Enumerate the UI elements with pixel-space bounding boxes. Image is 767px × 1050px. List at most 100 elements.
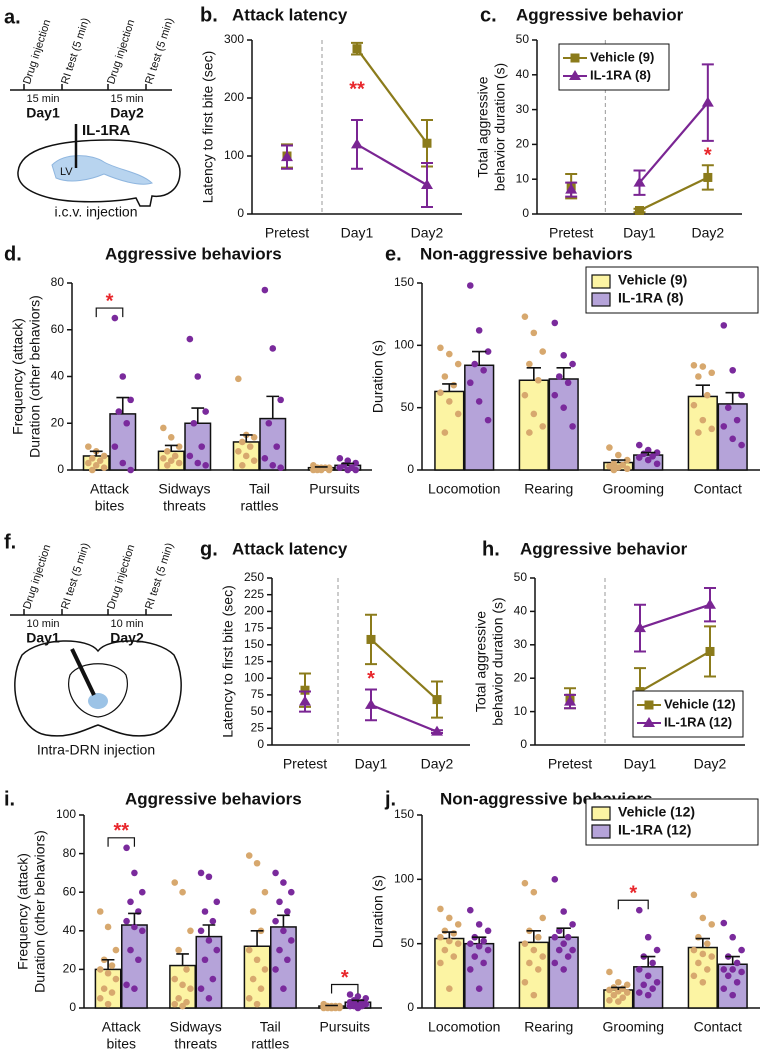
legend-label: IL-1RA (8): [618, 290, 684, 306]
data-point: [261, 888, 269, 896]
data-point: [475, 398, 483, 405]
x-tick-label: Pretest: [548, 756, 592, 772]
marker: [365, 698, 377, 709]
legend-label: IL-1RA (12): [664, 714, 732, 729]
data-point: [534, 933, 542, 941]
y-axis-label: Frequency (attack): [10, 318, 26, 435]
data-point: [269, 462, 277, 469]
data-point: [539, 348, 547, 355]
data-point: [171, 452, 179, 460]
data-point: [484, 927, 492, 935]
data-point: [530, 329, 538, 337]
data-point: [100, 464, 108, 471]
y-tick-label: 80: [51, 275, 65, 289]
y-tick-label: 40: [51, 369, 65, 383]
data-point: [96, 457, 104, 464]
diagram-f: f.Drug injection RI test (5 min) Drug inje…: [4, 531, 182, 758]
data-point: [475, 327, 483, 334]
data-point: [346, 1002, 354, 1010]
data-point: [276, 946, 283, 954]
data-point: [131, 923, 138, 931]
data-point: [729, 933, 736, 941]
data-point: [186, 452, 194, 460]
data-point: [733, 959, 741, 967]
data-point: [245, 946, 253, 954]
data-point: [131, 869, 138, 877]
significance-bracket: [95, 307, 124, 318]
data-point: [235, 375, 242, 383]
data-point: [280, 985, 287, 992]
marker: [705, 646, 715, 656]
data-point: [708, 369, 716, 377]
x-tick-label: Day2: [691, 225, 724, 241]
x-tick-label: Day1: [355, 756, 388, 772]
data-point: [272, 869, 279, 877]
data-point: [272, 917, 279, 925]
data-point: [471, 360, 479, 368]
y-tick-label: 40: [516, 67, 530, 81]
timeline-label: RI test (5 min): [143, 16, 176, 85]
data-point: [690, 401, 698, 409]
data-point: [197, 927, 205, 935]
data-point: [644, 446, 652, 454]
data-point: [354, 1004, 362, 1012]
data-point: [484, 416, 492, 424]
data-point: [213, 898, 221, 906]
data-point: [446, 914, 453, 922]
data-point: [183, 966, 190, 973]
data-point: [644, 456, 652, 464]
data-point: [160, 455, 167, 462]
error-bar: [101, 958, 115, 970]
legend-label: IL-1RA (12): [618, 822, 691, 838]
data-point: [287, 888, 295, 896]
interval-label: 10 min: [26, 618, 59, 630]
chart-title: Aggressive behaviors: [125, 789, 302, 808]
day-label: Day1: [26, 105, 60, 121]
data-point: [202, 408, 209, 415]
y-tick-label: 225: [244, 587, 264, 601]
x-tick-label: Day1: [341, 225, 374, 241]
x-tick-label: Tail: [260, 1019, 281, 1035]
y-tick-label: 10: [514, 704, 528, 718]
y-tick-label: 10: [516, 171, 530, 185]
data-point: [167, 457, 175, 464]
timeline-label: RI test (5 min): [59, 541, 92, 610]
bar: [121, 924, 148, 1009]
panel-label: e.: [385, 243, 402, 265]
data-point: [202, 462, 209, 469]
data-point: [526, 959, 533, 967]
chart-title: Attack latency: [232, 5, 348, 24]
region-label: LV: [60, 166, 73, 178]
data-point: [623, 456, 631, 464]
data-point: [346, 991, 354, 998]
data-point: [115, 408, 123, 415]
data-point: [250, 457, 258, 464]
data-point: [733, 416, 741, 424]
data-point: [450, 930, 458, 937]
x-tick-label: Contact: [694, 481, 742, 497]
legend-box: [558, 43, 670, 91]
data-point: [551, 959, 559, 967]
data-point: [695, 933, 702, 941]
data-point: [441, 946, 449, 954]
legend-marker: [643, 717, 655, 727]
data-point: [201, 956, 209, 964]
data-point: [703, 391, 711, 399]
legend-marker: [569, 70, 581, 80]
data-point: [480, 959, 487, 967]
day-label: Day1: [26, 630, 60, 646]
data-point: [649, 959, 656, 967]
y-tick-label: 0: [257, 737, 264, 751]
y-axis-label: Duration (s): [370, 340, 386, 413]
data-point: [179, 1002, 186, 1010]
data-point: [466, 906, 474, 914]
data-point: [328, 1004, 335, 1012]
y-tick-label: 100: [56, 807, 76, 821]
x-tick-label: Rearing: [524, 1019, 573, 1035]
data-point: [738, 391, 745, 399]
data-point: [280, 879, 287, 886]
x-tick-label: Pretest: [549, 225, 593, 241]
y-axis-label: behavior duration (s): [490, 597, 506, 725]
data-point: [209, 917, 217, 925]
